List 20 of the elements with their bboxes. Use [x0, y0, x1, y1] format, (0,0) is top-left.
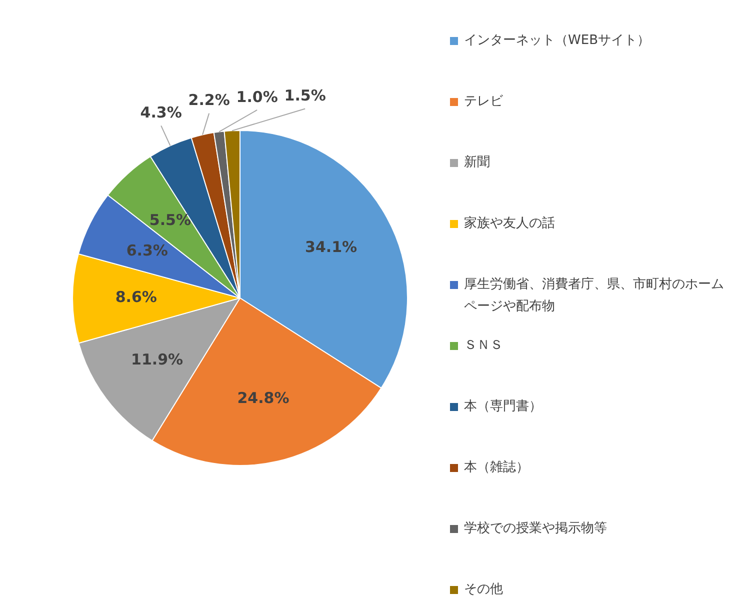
legend-label: インターネット（WEBサイト）	[464, 32, 650, 50]
legend-label: 家族や友人の話	[464, 215, 555, 233]
legend-label: 学校での授業や掲示物等	[464, 520, 607, 538]
data-label: 34.1%	[305, 238, 358, 256]
legend-label: 厚生労働省、消費者庁、県、市町村のホームページや配布物	[464, 276, 725, 316]
legend-label: ＳＮＳ	[464, 337, 503, 355]
legend-label: 本（雑誌）	[464, 459, 529, 477]
data-label: 4.3%	[140, 104, 182, 122]
legend-label: 本（専門書）	[464, 398, 542, 416]
data-label: 1.5%	[284, 86, 326, 105]
legend-label: 新聞	[464, 154, 490, 172]
data-label: 6.3%	[126, 241, 168, 260]
data-label: 11.9%	[131, 350, 184, 368]
data-label: 24.8%	[237, 389, 290, 408]
data-label: 1.0%	[236, 88, 278, 106]
data-label: 5.5%	[149, 210, 192, 229]
legend-label: その他	[464, 581, 503, 599]
data-label: 8.6%	[115, 288, 157, 306]
data-label: 2.2%	[188, 91, 230, 110]
legend-label: テレビ	[464, 93, 503, 111]
